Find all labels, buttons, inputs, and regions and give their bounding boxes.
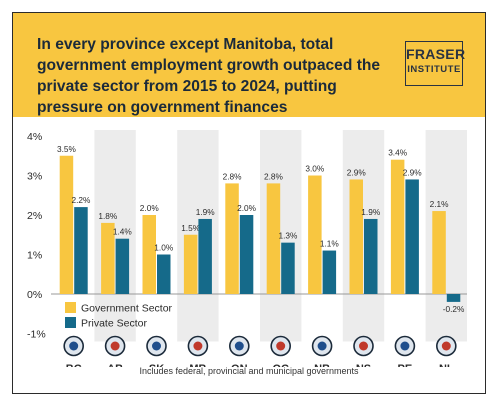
private-data-label: 2.2% <box>71 195 91 205</box>
flag-emblem <box>441 341 451 351</box>
x-tick-label: AB <box>107 363 123 367</box>
government-bar <box>349 179 363 294</box>
flag-emblem <box>359 341 368 351</box>
private-bar <box>115 238 130 294</box>
private-data-label: 1.3% <box>278 231 298 241</box>
government-data-label: 1.5% <box>181 223 201 233</box>
y-tick-label: -1% <box>27 329 46 341</box>
y-tick-label: 2% <box>27 210 42 222</box>
flag-emblem <box>193 341 203 351</box>
government-bar <box>390 159 405 294</box>
x-tick-label: NL <box>439 363 454 367</box>
government-data-label: 2.1% <box>430 199 450 209</box>
government-bar <box>225 183 239 294</box>
government-data-label: 2.8% <box>264 171 284 181</box>
y-tick-label: 0% <box>27 289 42 301</box>
x-tick-label: NS <box>356 363 371 367</box>
private-data-label: 2.0% <box>237 203 257 213</box>
private-bar <box>405 179 419 294</box>
government-bar <box>308 175 322 294</box>
private-data-label: 1.9% <box>196 207 216 217</box>
x-tick-label: BC <box>66 363 82 367</box>
column-shade <box>342 130 385 342</box>
government-data-label: 2.8% <box>223 171 243 181</box>
legend-swatch-private <box>65 317 76 328</box>
private-data-label: 1.4% <box>113 227 133 237</box>
x-tick-label: SK <box>149 363 164 367</box>
private-bar <box>198 218 212 294</box>
government-bar <box>183 234 198 294</box>
legend-label-government: Government Sector <box>81 303 173 315</box>
private-bar <box>281 242 295 294</box>
government-data-label: 3.4% <box>388 148 408 158</box>
flag-emblem <box>110 341 120 351</box>
private-bar <box>157 254 171 294</box>
y-tick-label: 1% <box>27 250 42 262</box>
government-bar <box>266 183 281 294</box>
private-data-label: -0.2% <box>443 304 465 314</box>
government-bar <box>142 215 156 294</box>
chart-title: In every province except Manitoba, total… <box>37 36 381 116</box>
private-bar <box>322 250 337 294</box>
government-bar <box>432 211 446 294</box>
chart-card: In every province except Manitoba, total… <box>12 12 486 394</box>
flag-emblem <box>276 341 286 351</box>
legend-label-private: Private Sector <box>81 318 147 330</box>
government-data-label: 1.8% <box>98 211 118 221</box>
government-bar <box>59 155 74 294</box>
x-tick-label: MB <box>189 363 206 367</box>
private-bar <box>74 207 88 294</box>
flag-emblem <box>69 341 79 351</box>
flag-emblem <box>234 341 244 351</box>
y-tick-label: 3% <box>27 171 42 183</box>
x-tick-label: PE <box>398 363 413 367</box>
government-bar <box>101 222 115 294</box>
legend-swatch-government <box>65 302 76 313</box>
government-data-label: 3.0% <box>305 164 325 174</box>
private-data-label: 1.1% <box>320 239 340 249</box>
logo-text-bottom: INSTITUTE <box>407 64 461 75</box>
private-data-label: 1.9% <box>361 207 381 217</box>
private-bar <box>239 215 254 294</box>
x-tick-label: ON <box>231 363 248 367</box>
government-data-label: 2.9% <box>347 167 367 177</box>
column-shade <box>177 130 219 342</box>
private-bar <box>446 294 461 302</box>
flag-emblem <box>152 341 161 351</box>
x-tick-label: NB <box>314 363 330 367</box>
private-data-label: 1.0% <box>154 243 174 253</box>
private-bar <box>364 218 378 294</box>
bar-chart: -1% 0% 1% 2% 3% 4% 3.5% 2.2% BC 1.8% 1.4% AB 2.0% 1.0… <box>27 130 467 367</box>
government-data-label: 2.0% <box>140 203 160 213</box>
flag-emblem <box>317 341 327 351</box>
flag-emblem <box>400 341 410 351</box>
x-tick-label: QC <box>272 363 289 367</box>
footnote: Includes federal, provincial and municip… <box>139 366 359 376</box>
government-data-label: 3.5% <box>57 144 77 154</box>
logo-text-top: FRASER <box>406 46 466 62</box>
fraser-institute-logo: FRASER INSTITUTE <box>405 41 466 86</box>
y-tick-label: 4% <box>27 131 42 143</box>
private-data-label: 2.9% <box>403 167 423 177</box>
header-banner: In every province except Manitoba, total… <box>13 13 485 117</box>
